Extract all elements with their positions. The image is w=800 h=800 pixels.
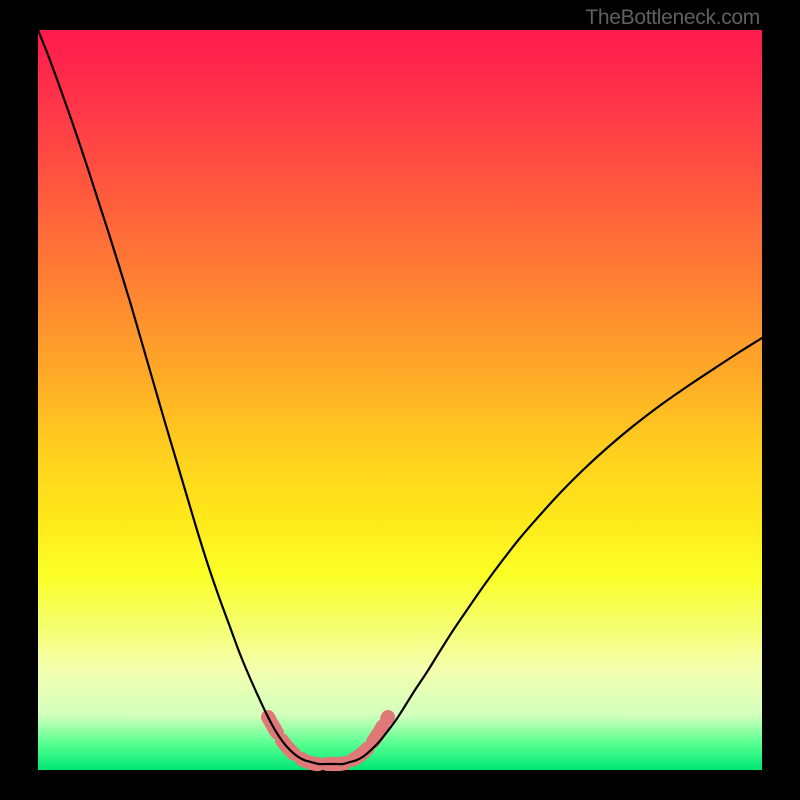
watermark-text: TheBottleneck.com	[585, 6, 760, 30]
bottleneck-chart	[0, 0, 800, 800]
gradient-plot-area	[38, 30, 762, 770]
chart-container: TheBottleneck.com	[0, 0, 800, 800]
